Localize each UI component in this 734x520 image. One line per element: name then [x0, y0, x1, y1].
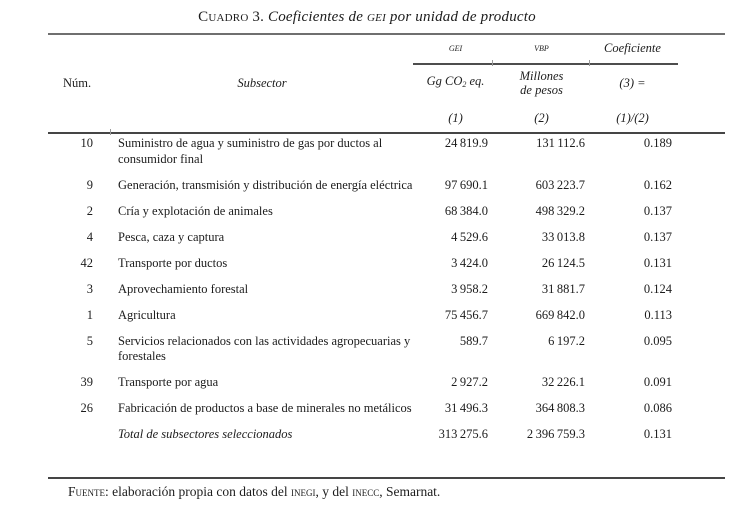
source-note: Fuente: elaboración propia con datos del…: [68, 484, 441, 499]
column-tick: [492, 60, 493, 66]
cell-coef: 0.113: [644, 307, 672, 322]
table-row: 2 Cría y explotación de animales 68 384.…: [48, 204, 725, 220]
header-coeficiente: Coeficiente: [604, 41, 661, 55]
cell-gei: 24 819.9: [444, 136, 488, 150]
cell-num: 26: [80, 401, 94, 415]
cell-total-coef: 0.131: [643, 427, 672, 441]
cell-coef: 0.131: [643, 255, 672, 270]
cell-subsector: Transporte por ductos: [118, 255, 228, 270]
table-row: 4 Pesca, caza y captura 4 529.6 33 013.8…: [48, 230, 725, 246]
cell-subsector: Servicios relacionados con las actividad…: [118, 333, 411, 364]
inecc-acronym: inecc: [352, 484, 380, 499]
header-col1-num: (1): [448, 110, 463, 125]
cell-subsector: Fabricación de productos a base de miner…: [118, 401, 412, 415]
column-tick: [589, 60, 590, 66]
table-title: Cuadro 3. Coeficientes de gei por unidad…: [0, 9, 734, 26]
header-vbp: vbp: [534, 42, 549, 54]
inegi-acronym: inegi: [290, 484, 316, 499]
cell-subsector: Aprovechamiento forestal: [118, 281, 249, 296]
header-units-row: Núm. Subsector Gg CO2 eq. Millones de pes…: [48, 63, 725, 103]
header-num: Núm.: [62, 76, 92, 90]
cell-coef: 0.124: [643, 281, 672, 296]
cell-gei: 31 496.3: [444, 401, 488, 415]
coefficients-table: gei vbp Coeficiente Núm. Subsector Gg CO…: [48, 33, 725, 483]
cell-num: 1: [86, 307, 93, 322]
cell-num: 39: [80, 375, 94, 389]
table-total-row: Total de subsectores seleccionados 313 2…: [48, 427, 725, 443]
table-row: 10 Suministro de agua y suministro de ga…: [48, 136, 725, 167]
cell-total-gei: 313 275.6: [438, 427, 488, 441]
header-vbp-unit: Millones de pesos: [519, 69, 564, 97]
table-title-text-cont: por unidad de producto: [385, 9, 536, 25]
cell-vbp: 669 842.0: [535, 307, 585, 322]
cell-vbp: 6 197.2: [548, 333, 585, 348]
header-subsector: Subsector: [237, 76, 287, 90]
cell-total-label: Total de subsectores seleccionados: [118, 427, 293, 441]
cell-coef: 0.162: [643, 177, 672, 192]
header-coef-formula: (3) =: [619, 76, 646, 90]
source-label: Fuente:: [68, 484, 109, 499]
table-row: 1 Agricultura 75 456.7 669 842.0 0.113: [48, 308, 725, 324]
cell-coef: 0.189: [643, 136, 672, 150]
header-sub-rule: [413, 63, 678, 65]
table-row: 26 Fabricación de productos a base de mi…: [48, 401, 725, 417]
table-row: 3 Aprovechamiento forestal 3 958.2 31 88…: [48, 282, 725, 298]
cell-subsector: Pesca, caza y captura: [118, 229, 225, 244]
cell-vbp: 131 112.6: [536, 136, 585, 150]
header-bottom-rule: [48, 132, 725, 134]
cell-num: 3: [86, 281, 93, 296]
cell-coef: 0.091: [643, 375, 672, 389]
gei-acronym: gei: [367, 9, 386, 25]
header-gei-unit: Gg CO2 eq.: [426, 74, 485, 89]
cell-coef: 0.137: [643, 203, 672, 218]
cell-gei: 3 424.0: [451, 255, 488, 270]
cell-coef: 0.095: [643, 333, 672, 348]
header-gei: gei: [448, 42, 463, 54]
cell-coef: 0.086: [643, 401, 672, 415]
cell-total-vbp: 2 396 759.3: [526, 427, 585, 441]
cell-subsector: Suministro de agua y suministro de gas p…: [118, 136, 383, 166]
cell-gei: 589.7: [459, 333, 488, 348]
table-body: 10 Suministro de agua y suministro de ga…: [48, 136, 725, 443]
header-colnum-row: (1) (2) (1)/(2): [48, 103, 725, 132]
cell-subsector: Transporte por agua: [118, 375, 219, 389]
table-row: 5 Servicios relacionados con las activid…: [48, 334, 725, 365]
cell-vbp: 26 124.5: [541, 255, 585, 270]
table-row: 9 Generación, transmisión y distribución…: [48, 178, 725, 194]
table-row: 42 Transporte por ductos 3 424.0 26 124.…: [48, 256, 725, 272]
cell-num: 42: [80, 255, 94, 270]
table-number-label: Cuadro 3.: [198, 9, 265, 25]
cell-subsector: Cría y explotación de animales: [118, 203, 273, 218]
cell-vbp: 31 881.7: [541, 281, 585, 296]
cell-vbp: 603 223.7: [535, 177, 585, 192]
cell-gei: 2 927.2: [451, 375, 488, 389]
table-title-text: Coeficientes de: [268, 9, 368, 25]
cell-gei: 4 529.6: [451, 229, 488, 244]
cell-gei: 97 690.1: [444, 177, 488, 192]
cell-gei: 75 456.7: [444, 307, 488, 322]
column-tick: [110, 129, 111, 135]
cell-subsector: Agricultura: [118, 307, 176, 322]
header-col3-num: (1)/(2): [616, 110, 649, 125]
cell-vbp: 33 013.8: [541, 229, 585, 244]
cell-subsector: Generación, transmisión y distribución d…: [118, 177, 413, 192]
table-row: 39 Transporte por agua 2 927.2 32 226.1 …: [48, 375, 725, 391]
cell-gei: 3 958.2: [451, 281, 488, 296]
cell-num: 4: [86, 229, 93, 244]
cell-vbp: 498 329.2: [535, 203, 585, 218]
cell-num: 9: [86, 177, 93, 192]
cell-coef: 0.137: [643, 229, 672, 244]
header-col2-num: (2): [534, 110, 549, 125]
cell-num: 2: [86, 203, 93, 218]
cell-vbp: 32 226.1: [541, 375, 585, 389]
cell-num: 10: [80, 136, 94, 150]
cell-gei: 68 384.0: [444, 203, 488, 218]
cell-num: 5: [86, 333, 93, 348]
header-group-row: gei vbp Coeficiente: [48, 33, 725, 63]
table-bottom-rule: [48, 477, 725, 479]
cell-vbp: 364 808.3: [535, 401, 585, 415]
table-top-rule: [48, 33, 725, 35]
